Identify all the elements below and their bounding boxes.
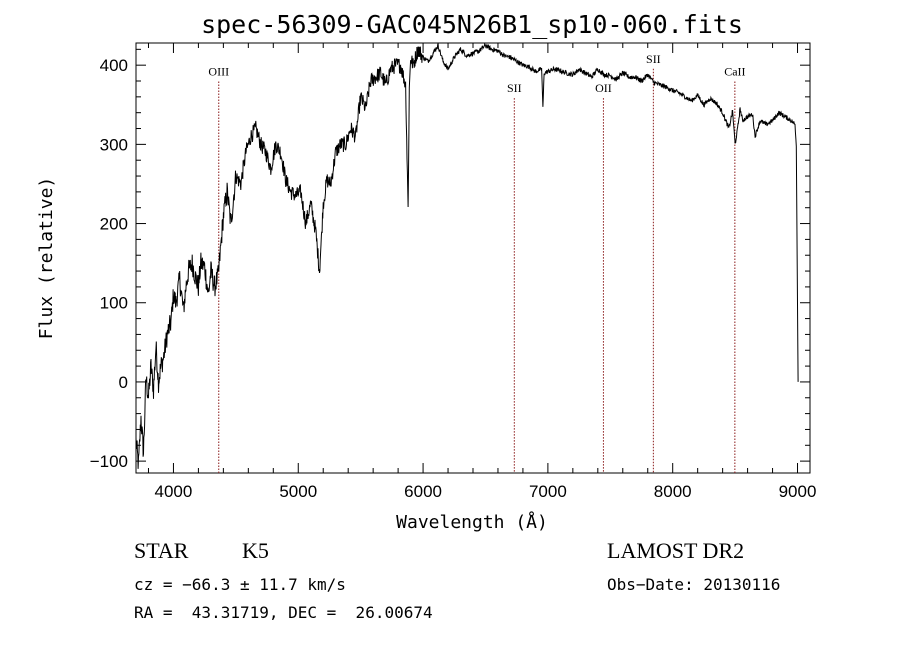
y-tick-label: 100 [100,294,128,313]
emission-line-label: SII [507,81,522,95]
object-subclass: K5 [242,538,269,563]
x-tick-label: 4000 [155,482,193,501]
y-tick-label: 0 [119,373,128,392]
plot-frame [135,42,811,474]
spectrum-series [135,42,799,469]
observation-date: Obs−Date: 20130116 [607,575,781,594]
x-tick-label: 8000 [654,482,692,501]
chart-title: spec-56309-GAC045N26B1_sp10-060.fits [201,10,743,39]
y-tick-label: 200 [100,215,128,234]
y-tick-label: 300 [100,135,128,154]
emission-line-label: OIII [208,64,229,78]
x-tick-label: 6000 [404,482,442,501]
x-tick-label: 9000 [779,482,817,501]
y-tick-label: 400 [100,56,128,75]
y-tick-label: −100 [90,452,128,471]
x-tick-label: 5000 [279,482,317,501]
emission-line-label: SII [646,52,661,66]
object-class: STAR [134,538,189,563]
emission-line-label: CaII [724,64,745,78]
y-axis-label: Flux (relative) [36,177,57,340]
x-axis-label: Wavelength (Å) [396,511,548,533]
redshift-cz: cz = −66.3 ± 11.7 km/s [134,575,346,594]
ra-dec: RA = 43.31719, DEC = 26.00674 [134,603,433,622]
emission-line-markers: OIII SII OII SII CaII [208,52,746,473]
x-tick-label: 7000 [529,482,567,501]
emission-line-label: OII [595,81,612,95]
axis-ticks: 4000 5000 6000 7000 8000 9000 −100 0 100 200 300 40… [90,43,817,501]
survey-name: LAMOST DR2 [607,538,745,563]
